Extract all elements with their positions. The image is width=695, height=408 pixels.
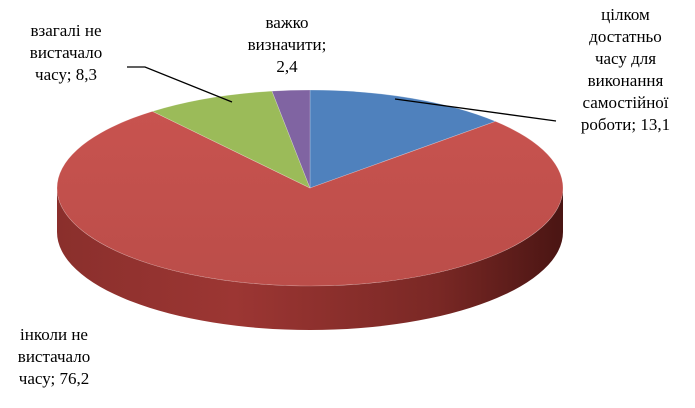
- slice-label-line: вистачало: [29, 43, 103, 62]
- slice-label-line: визначити;: [247, 35, 327, 54]
- pie-slice-1: [309, 89, 497, 189]
- slice-label-line: інколи не: [20, 325, 88, 344]
- slice-label-line: важко: [265, 13, 309, 32]
- slice-label-line: 2,4: [276, 57, 298, 76]
- slice-label-line: достатньо: [589, 27, 662, 46]
- pie-side-layer: [57, 188, 563, 330]
- slice-label-line: роботи; 13,1: [580, 115, 671, 134]
- pie-slice-4: [271, 89, 311, 189]
- slice-label-line: цілком: [601, 5, 650, 24]
- slice-label-enough-time: цілком достатньо часу для виконання само…: [553, 4, 695, 136]
- slice-label-line: самостійної: [582, 93, 669, 112]
- slice-label-line: часу; 76,2: [18, 369, 90, 388]
- pie-top-layer: [56, 89, 564, 287]
- slice-label-line: виконання: [587, 71, 664, 90]
- leader-line-not-enough-at-all: [127, 66, 233, 103]
- slice-label-line: часу для: [594, 49, 657, 68]
- slice-label-sometimes-not-enough: інколи не вистачало часу; 76,2: [0, 324, 108, 390]
- slice-label-hard-to-say: важко визначити; 2,4: [237, 12, 337, 78]
- slice-label-line: часу; 8,3: [35, 65, 97, 84]
- leader-lines: [127, 66, 557, 122]
- slice-label-not-enough-at-all: взагалі не вистачало часу; 8,3: [10, 20, 122, 86]
- slice-label-line: вистачало: [17, 347, 91, 366]
- pie-slice-2: [56, 111, 564, 287]
- slice-label-line: взагалі не: [30, 21, 102, 40]
- pie-slice-side: [57, 188, 563, 330]
- leader-line-enough-time: [394, 98, 557, 122]
- pie-slice-3: [151, 90, 311, 189]
